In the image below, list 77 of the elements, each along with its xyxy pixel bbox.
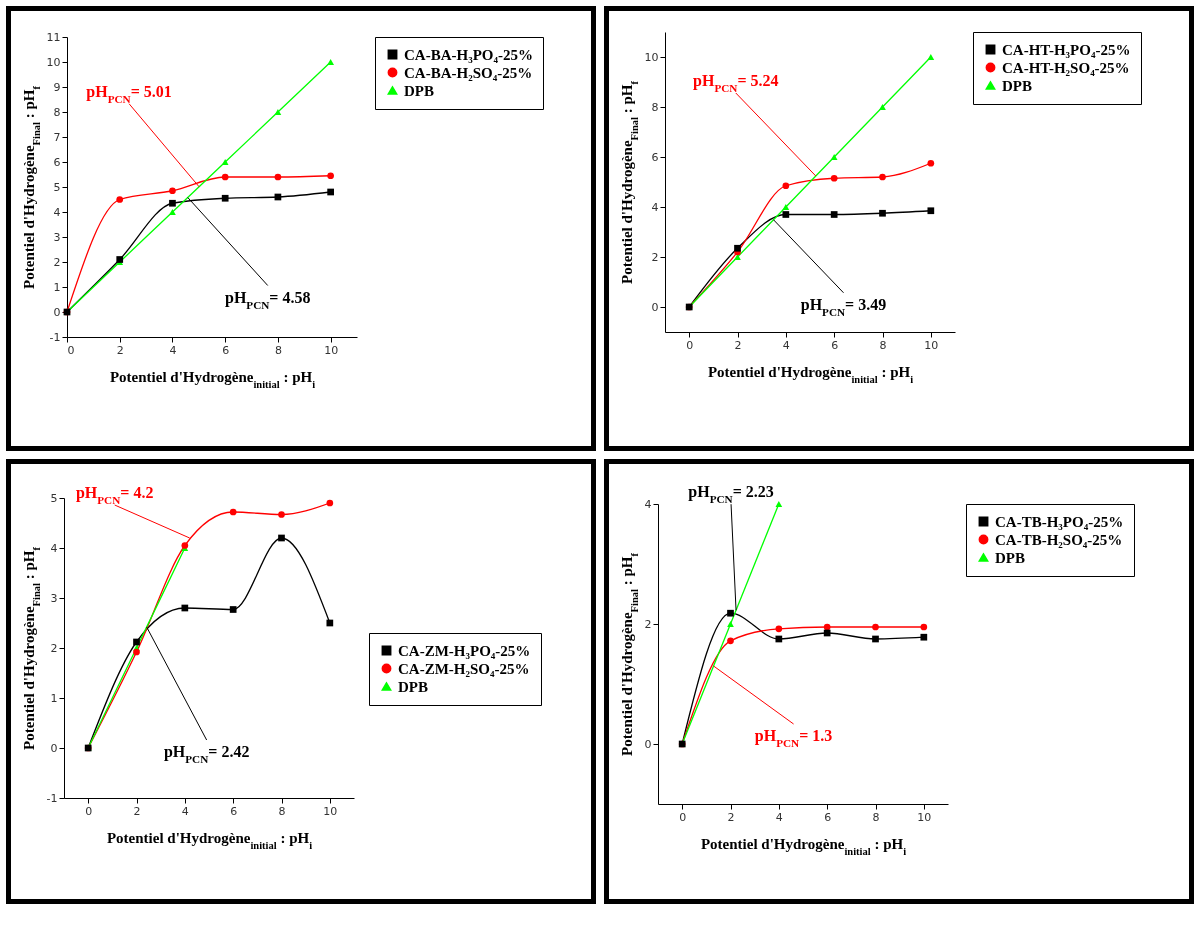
- x-tick-label: 8: [278, 804, 286, 818]
- annotation: pH$_{PCN}$= 3.49: [800, 295, 887, 318]
- annotation: pH$_{PCN}$= 2.23: [688, 483, 774, 506]
- x-tick-label: 8: [872, 810, 880, 824]
- annotation: pH$_{PCN}$= 2.42: [163, 743, 250, 765]
- y-tick-label: 10: [644, 50, 659, 64]
- x-axis-title: Potentiel d'Hydrogène$_{initial}$ : pH$_{i}$: [707, 363, 914, 384]
- annotation: pH$_{PCN}$= 5.01: [86, 82, 172, 105]
- y-tick-label: 9: [53, 80, 61, 94]
- y-tick-label: 5: [53, 180, 61, 194]
- y-tick-label: 5: [50, 491, 58, 505]
- x-tick-label: 4: [169, 343, 177, 357]
- x-tick-label: 4: [181, 804, 189, 818]
- y-tick-label: 4: [50, 541, 58, 555]
- x-axis-title: Potentiel d'Hydrogène$_{initial}$ : pH$_{i}$: [109, 368, 316, 389]
- x-tick-label: 8: [879, 338, 887, 352]
- annotation: pH$_{PCN}$= 4.2: [75, 484, 154, 506]
- legend-label: DPB: [398, 678, 428, 695]
- legend-label: CA-BA-H₂SO₄-25%: [404, 64, 533, 81]
- y-tick-label: 0: [50, 741, 58, 755]
- x-tick-label: 0: [67, 343, 75, 357]
- y-tick-label: 3: [53, 230, 61, 244]
- legend-label: DPB: [404, 82, 434, 99]
- y-tick-label: 1: [50, 691, 58, 705]
- x-axis-title: Potentiel d'Hydrogène$_{initial}$ : pH$_{i}$: [700, 835, 907, 856]
- x-tick-label: 6: [222, 343, 230, 357]
- y-tick-label: 2: [644, 617, 652, 631]
- annotation: pH$_{PCN}$= 5.24: [693, 72, 779, 94]
- y-tick-label: 1: [53, 280, 61, 294]
- legend-label: CA-TB-H₂SO₄-25%: [995, 531, 1123, 548]
- annotation: pH$_{PCN}$= 4.58: [225, 288, 311, 311]
- x-tick-label: 8: [274, 343, 282, 357]
- legend-label: CA-TB-H₃PO₄-25%: [995, 513, 1124, 530]
- y-tick-label: -1: [49, 330, 61, 344]
- x-tick-label: 10: [917, 810, 932, 824]
- x-tick-label: 4: [775, 810, 783, 824]
- legend-label: CA-ZM-H₂SO₄-25%: [398, 660, 530, 677]
- y-tick-label: 3: [50, 591, 58, 605]
- legend-label: CA-HT-H₂SO₄-25%: [1002, 59, 1130, 76]
- legend-label: CA-HT-H₃PO₄-25%: [1002, 41, 1131, 58]
- y-tick-label: 7: [53, 130, 61, 144]
- x-tick-label: 10: [924, 338, 939, 352]
- y-tick-label: 8: [651, 100, 659, 114]
- y-tick-label: 10: [46, 55, 61, 69]
- y-tick-label: -1: [46, 791, 58, 805]
- y-tick-label: 4: [53, 205, 61, 219]
- y-tick-label: 6: [651, 150, 659, 164]
- x-tick-label: 0: [686, 338, 694, 352]
- y-tick-label: 4: [651, 200, 659, 214]
- x-tick-label: 0: [679, 810, 687, 824]
- legend-label: CA-ZM-H₃PO₄-25%: [398, 642, 531, 659]
- x-tick-label: 0: [85, 804, 93, 818]
- legend-label: CA-BA-H₃PO₄-25%: [404, 46, 533, 63]
- y-tick-label: 2: [53, 255, 61, 269]
- x-tick-label: 2: [116, 343, 124, 357]
- x-tick-label: 4: [782, 338, 790, 352]
- x-tick-label: 2: [727, 810, 735, 824]
- x-tick-label: 6: [824, 810, 832, 824]
- legend-label: DPB: [1002, 77, 1032, 94]
- x-tick-label: 2: [734, 338, 742, 352]
- x-tick-label: 6: [230, 804, 238, 818]
- y-tick-label: 2: [651, 250, 659, 264]
- x-tick-label: 6: [831, 338, 839, 352]
- y-tick-label: 4: [644, 497, 652, 511]
- x-tick-label: 10: [323, 804, 338, 818]
- y-tick-label: 11: [46, 30, 61, 44]
- y-tick-label: 0: [53, 305, 61, 319]
- x-tick-label: 2: [133, 804, 141, 818]
- annotation: pH$_{PCN}$= 1.3: [754, 727, 833, 749]
- y-tick-label: 0: [651, 300, 659, 314]
- x-axis-title: Potentiel d'Hydrogène$_{initial}$ : pH$_{i}$: [106, 829, 313, 850]
- legend-label: DPB: [995, 549, 1025, 566]
- y-tick-label: 0: [644, 737, 652, 751]
- x-tick-label: 10: [324, 343, 339, 357]
- y-tick-label: 8: [53, 105, 61, 119]
- y-tick-label: 6: [53, 155, 61, 169]
- y-tick-label: 2: [50, 641, 58, 655]
